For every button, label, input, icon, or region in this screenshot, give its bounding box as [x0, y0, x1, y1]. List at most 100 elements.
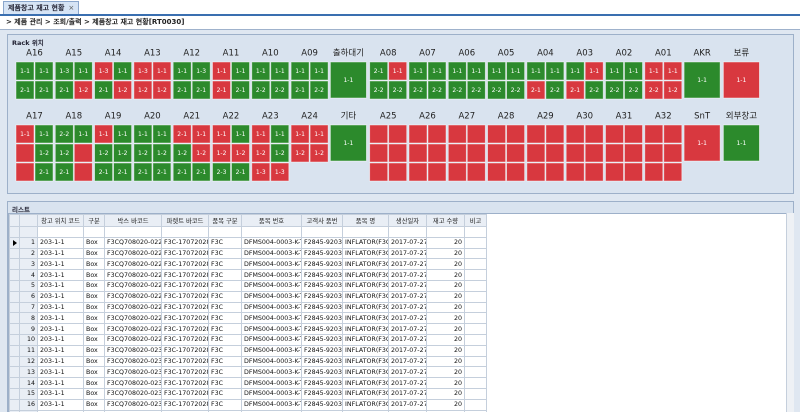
- rack-cell[interactable]: [447, 80, 467, 100]
- rack-cell[interactable]: [133, 162, 153, 182]
- data-row[interactable]: 14203-1-1BoxF3CQ708020-0233F3C-170720289…: [9, 377, 487, 389]
- rack-cell[interactable]: [624, 61, 643, 81]
- rack-cell[interactable]: [212, 124, 231, 144]
- rack-cell[interactable]: [54, 143, 74, 163]
- data-row[interactable]: 13203-1-1BoxF3CQ708020-0232F3C-170720289…: [9, 366, 487, 379]
- rack-cell[interactable]: [212, 80, 231, 100]
- rack-cell[interactable]: [54, 61, 74, 81]
- rack-cell[interactable]: [565, 162, 585, 182]
- rack-cell[interactable]: [191, 124, 211, 144]
- rack-cell[interactable]: [15, 124, 35, 144]
- rack-cell[interactable]: [15, 80, 35, 100]
- rack-cell[interactable]: [172, 80, 192, 100]
- rack-cell[interactable]: [644, 124, 664, 144]
- rack-cell[interactable]: [466, 162, 486, 182]
- rack-cell[interactable]: [388, 61, 408, 81]
- rack-cell[interactable]: [447, 61, 467, 81]
- rack-cell[interactable]: [565, 124, 585, 144]
- rack-cell[interactable]: [172, 143, 192, 163]
- rack-cell[interactable]: [270, 80, 290, 100]
- rack-cell[interactable]: [466, 143, 486, 163]
- rack-cell[interactable]: [73, 143, 93, 163]
- rack-cell[interactable]: [133, 80, 153, 100]
- rack-cell[interactable]: [73, 124, 93, 144]
- rack-cell[interactable]: [191, 162, 211, 182]
- rack-cell[interactable]: [94, 162, 113, 182]
- rack-cell[interactable]: [644, 162, 664, 182]
- rack-cell[interactable]: [663, 162, 683, 182]
- rack-cell[interactable]: [388, 143, 408, 163]
- rack-cell[interactable]: [644, 143, 664, 163]
- rack-cell[interactable]: [231, 124, 250, 144]
- rack-cell[interactable]: [152, 124, 172, 144]
- rack-cell[interactable]: [408, 124, 428, 144]
- rack-cell[interactable]: [172, 61, 192, 81]
- rack-cell[interactable]: [605, 61, 624, 81]
- rack-cell[interactable]: [369, 80, 389, 100]
- rack-cell[interactable]: [408, 61, 428, 81]
- rack-cell[interactable]: [212, 143, 231, 163]
- rack-cell[interactable]: [15, 143, 35, 163]
- rack-cell[interactable]: [34, 143, 54, 163]
- rack-cell[interactable]: [73, 162, 93, 182]
- rack-cell[interactable]: [447, 162, 467, 182]
- rack-cell[interactable]: [644, 61, 664, 81]
- rack-cell[interactable]: [584, 162, 604, 182]
- rack-cell[interactable]: [270, 61, 290, 81]
- rack-cell[interactable]: [466, 61, 486, 81]
- rack-cell[interactable]: [447, 143, 467, 163]
- rack-cell[interactable]: [113, 162, 132, 182]
- rack-cell[interactable]: [94, 143, 113, 163]
- rack-cell[interactable]: [388, 124, 408, 144]
- rack-cell[interactable]: [94, 124, 113, 144]
- rack-cell[interactable]: [487, 124, 507, 144]
- rack-cell[interactable]: [212, 61, 231, 81]
- rack-cell[interactable]: [663, 80, 683, 100]
- rack-cell[interactable]: [506, 124, 526, 144]
- rack-cell[interactable]: [369, 61, 389, 81]
- rack-cell[interactable]: [526, 162, 546, 182]
- rack-cell[interactable]: [231, 162, 250, 182]
- rack-cell[interactable]: [408, 80, 428, 100]
- rack-cell[interactable]: [251, 61, 271, 81]
- rack-cell[interactable]: [290, 61, 310, 81]
- rack-cell[interactable]: [94, 61, 113, 81]
- rack-cell[interactable]: [133, 61, 153, 81]
- rack-cell[interactable]: [723, 124, 760, 162]
- rack-cell[interactable]: [545, 61, 565, 81]
- rack-cell[interactable]: [290, 124, 310, 144]
- tab[interactable]: 제품창고 재고 현황 ×: [3, 1, 80, 14]
- data-row[interactable]: 8203-1-1BoxF3CQ708020-0227F3C-170720289F…: [9, 312, 487, 325]
- rack-cell[interactable]: [251, 143, 271, 163]
- rack-cell[interactable]: [34, 162, 54, 182]
- data-row[interactable]: 9203-1-1BoxF3CQ708020-0228F3C-170720289F…: [9, 323, 487, 335]
- data-row[interactable]: 17203-1-1BoxF3CQ708020-0236F3C-170720289…: [9, 409, 487, 412]
- rack-cell[interactable]: [113, 61, 132, 81]
- rack-cell[interactable]: [329, 124, 367, 162]
- rack-cell[interactable]: [309, 61, 329, 81]
- rack-cell[interactable]: [487, 143, 507, 163]
- rack-cell[interactable]: [113, 80, 132, 100]
- rack-cell[interactable]: [251, 162, 271, 182]
- rack-cell[interactable]: [427, 61, 447, 81]
- rack-cell[interactable]: [231, 61, 250, 81]
- rack-cell[interactable]: [54, 124, 74, 144]
- rack-cell[interactable]: [369, 143, 389, 163]
- rack-cell[interactable]: [54, 80, 74, 100]
- data-row[interactable]: 1203-1-1BoxF3CQ708020-0220F3C-170720289F…: [9, 236, 487, 249]
- data-row[interactable]: 2203-1-1BoxF3CQ708020-0221F3C-170720289F…: [9, 247, 487, 260]
- rack-cell[interactable]: [388, 80, 408, 100]
- rack-cell[interactable]: [605, 124, 624, 144]
- rack-cell[interactable]: [34, 61, 54, 81]
- rack-cell[interactable]: [466, 80, 486, 100]
- rack-cell[interactable]: [526, 143, 546, 163]
- rack-cell[interactable]: [663, 61, 683, 81]
- rack-cell[interactable]: [113, 143, 132, 163]
- rack-cell[interactable]: [113, 124, 132, 144]
- rack-cell[interactable]: [73, 80, 93, 100]
- data-row[interactable]: 10203-1-1BoxF3CQ708020-0229F3C-170720289…: [9, 333, 487, 346]
- rack-cell[interactable]: [487, 61, 507, 81]
- rack-cell[interactable]: [506, 143, 526, 163]
- rack-cell[interactable]: [427, 124, 447, 144]
- data-row[interactable]: 3203-1-1BoxF3CQ708020-0222F3C-170720289F…: [9, 258, 487, 271]
